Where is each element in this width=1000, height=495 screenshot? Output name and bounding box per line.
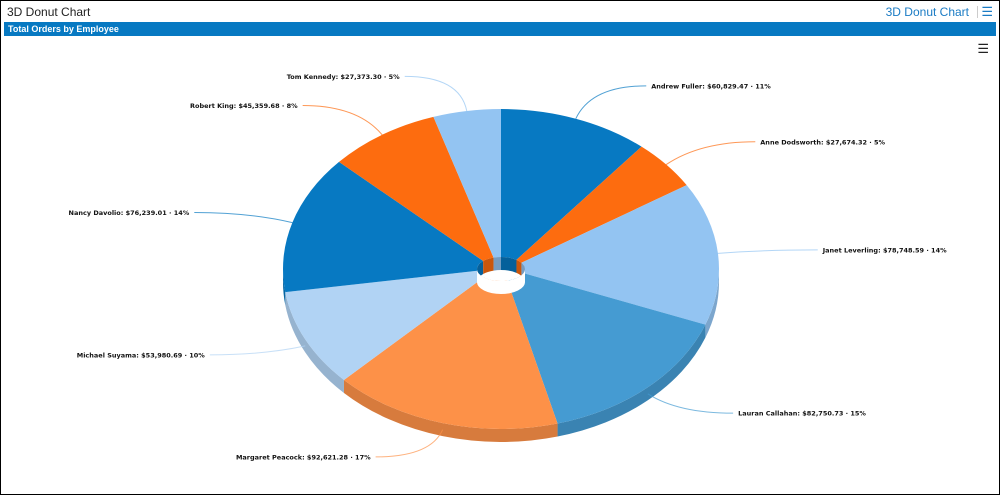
slice-margaret-peacock[interactable] [343,277,558,429]
slice-side [705,269,719,338]
slice-robert-king[interactable] [339,116,494,261]
slice-side [343,379,558,442]
slice-janet-leverling[interactable] [521,185,719,325]
connector-line [665,141,756,166]
connector-line [375,429,444,458]
connector-line [647,393,734,414]
data-label: Lauran Callahan: $82,750.73 · 15% [738,410,866,418]
data-label: Nancy Davolio: $76,239.01 · 14% [69,209,190,217]
connector-line [302,105,383,136]
data-label: Tom Kennedy: $27,373.30 · 5% [287,73,400,81]
hole-wall [501,257,517,273]
data-label: Margaret Peacock: $92,621.28 · 17% [236,453,371,461]
hole-wall [493,257,501,271]
data-label: Michael Suyama: $53,980.69 · 10% [77,351,206,359]
slice-lauran-callahan[interactable] [507,273,706,424]
slice-side [285,292,344,393]
data-label: Janet Leverling: $78,748.59 · 14% [822,246,947,254]
hole-wall [516,259,522,276]
slice-tom-kennedy[interactable] [433,109,501,258]
window-title: 3D Donut Chart [7,5,91,19]
slice-nancy-davolio[interactable] [283,161,484,293]
data-label: Robert King: $45,359.68 · 8% [190,102,298,110]
connector-line [194,211,293,224]
data-label: Andrew Fuller: $60,829.47 · 11% [651,82,771,90]
hole-wall [483,257,494,274]
donut-hole [477,269,525,294]
data-label: Anne Dodsworth: $27,674.32 · 5% [760,138,885,146]
connector-line [717,249,818,254]
slice-michael-suyama[interactable] [285,270,484,380]
slice-andrew-fuller[interactable] [501,109,642,260]
connector-line [575,85,647,119]
slice-side [557,324,706,437]
chart-link[interactable]: 3D Donut Chart [885,5,969,19]
export-list-icon[interactable]: ☰ [981,4,993,19]
connector-line [209,345,306,356]
slice-anne-dodsworth[interactable] [516,146,687,263]
slice-side [283,269,286,306]
divider [977,6,978,18]
connector-line [404,75,468,112]
hamburger-menu-icon[interactable]: ☰ [977,41,989,56]
panel-title: Total Orders by Employee [4,22,996,36]
